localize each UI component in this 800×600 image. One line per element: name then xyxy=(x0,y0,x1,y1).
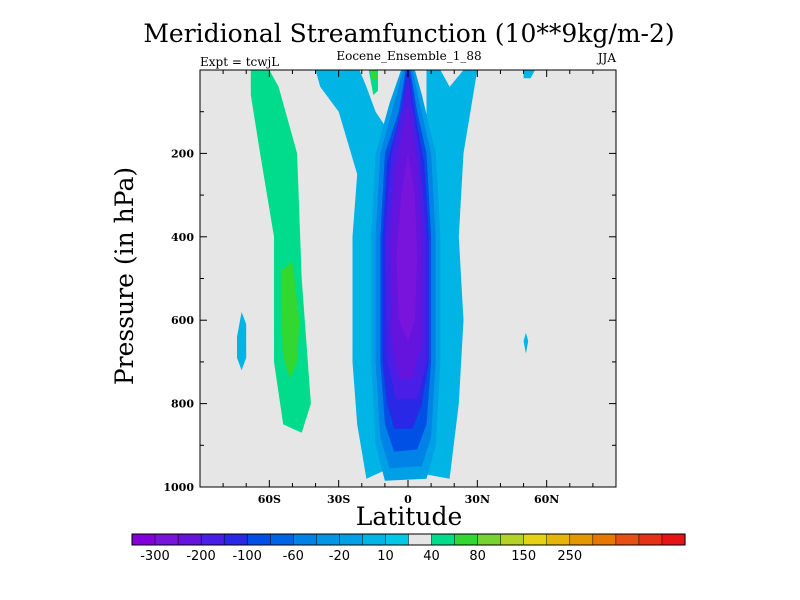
contour-region-9 xyxy=(523,70,536,79)
colorbar-swatch xyxy=(454,533,479,546)
x-tick-label: 60S xyxy=(258,493,281,506)
season-label: JJA xyxy=(596,51,617,65)
contour-region-3 xyxy=(371,70,378,81)
colorbar: -300 -200 -100 -60 -20 10 40 80 150 250 xyxy=(131,533,686,564)
y-tick-label: 800 xyxy=(171,398,194,411)
contour-region-7 xyxy=(237,311,247,371)
y-tick-label: 200 xyxy=(171,147,194,160)
y-tick-label: 600 xyxy=(171,314,194,327)
colorbar-label: -20 xyxy=(329,549,350,564)
colorbar-swatch xyxy=(408,533,433,546)
colorbar-swatch xyxy=(270,533,294,546)
colorbar-label: -60 xyxy=(283,549,304,564)
colorbar-swatch xyxy=(362,533,387,546)
colorbar-label: 250 xyxy=(557,549,582,564)
colorbar-label: -100 xyxy=(232,549,262,564)
contour-region-8 xyxy=(523,332,529,354)
colorbar-label: 40 xyxy=(423,549,440,564)
colorbar-swatch xyxy=(339,533,363,546)
colorbar-swatch xyxy=(131,533,156,546)
axis-ticks: 60S 30S 0 30N 60N 200 400 600 800 1000 xyxy=(163,70,616,506)
colorbar-swatch xyxy=(385,533,410,546)
colorbar-label: 10 xyxy=(377,549,394,564)
contour-region-1 xyxy=(280,261,300,379)
colorbar-label: 80 xyxy=(469,549,486,564)
chart-title: Meridional Streamfunction (10**9kg/m-2) xyxy=(143,19,674,48)
x-tick-label: 30S xyxy=(327,493,350,506)
colorbar-swatch xyxy=(546,533,571,546)
colorbar-label: -300 xyxy=(140,549,170,564)
colorbar-swatch xyxy=(500,533,525,546)
y-tick-label: 400 xyxy=(171,231,194,244)
contour-fills xyxy=(237,70,536,481)
ensemble-label: Eocene_Ensemble_1_88 xyxy=(336,49,481,63)
colorbar-swatch xyxy=(200,533,225,546)
colorbar-swatch xyxy=(638,533,663,546)
colorbar-swatch xyxy=(523,533,548,546)
experiment-label: Expt = tcwjL xyxy=(200,55,279,69)
colorbar-swatch xyxy=(569,533,594,546)
colorbar-swatch xyxy=(246,533,271,546)
colorbar-swatch xyxy=(154,533,179,546)
colorbar-label: -200 xyxy=(186,549,216,564)
y-axis-label: Pressure (in hPa) xyxy=(110,167,139,385)
y-tick-label: 1000 xyxy=(163,481,194,494)
colorbar-swatch xyxy=(592,533,617,546)
x-tick-label: 0 xyxy=(404,493,412,506)
colorbar-swatch xyxy=(477,533,502,546)
colorbar-swatch xyxy=(177,533,202,546)
x-tick-label: 60N xyxy=(534,493,559,506)
colorbar-swatch xyxy=(661,533,686,546)
contour-region-16 xyxy=(396,153,418,342)
colorbar-swatch xyxy=(431,533,456,546)
colorbar-swatch xyxy=(316,533,340,546)
colorbar-frame xyxy=(131,533,686,546)
plot-area: 60S 30S 0 30N 60N 200 400 600 800 1000 xyxy=(163,69,617,506)
colorbar-swatch xyxy=(223,533,248,546)
x-axis-label: Latitude xyxy=(356,502,463,531)
colorbar-swatch xyxy=(293,533,317,546)
x-tick-label: 30N xyxy=(465,493,490,506)
colorbar-swatch xyxy=(615,533,640,546)
colorbar-label: 150 xyxy=(511,549,536,564)
